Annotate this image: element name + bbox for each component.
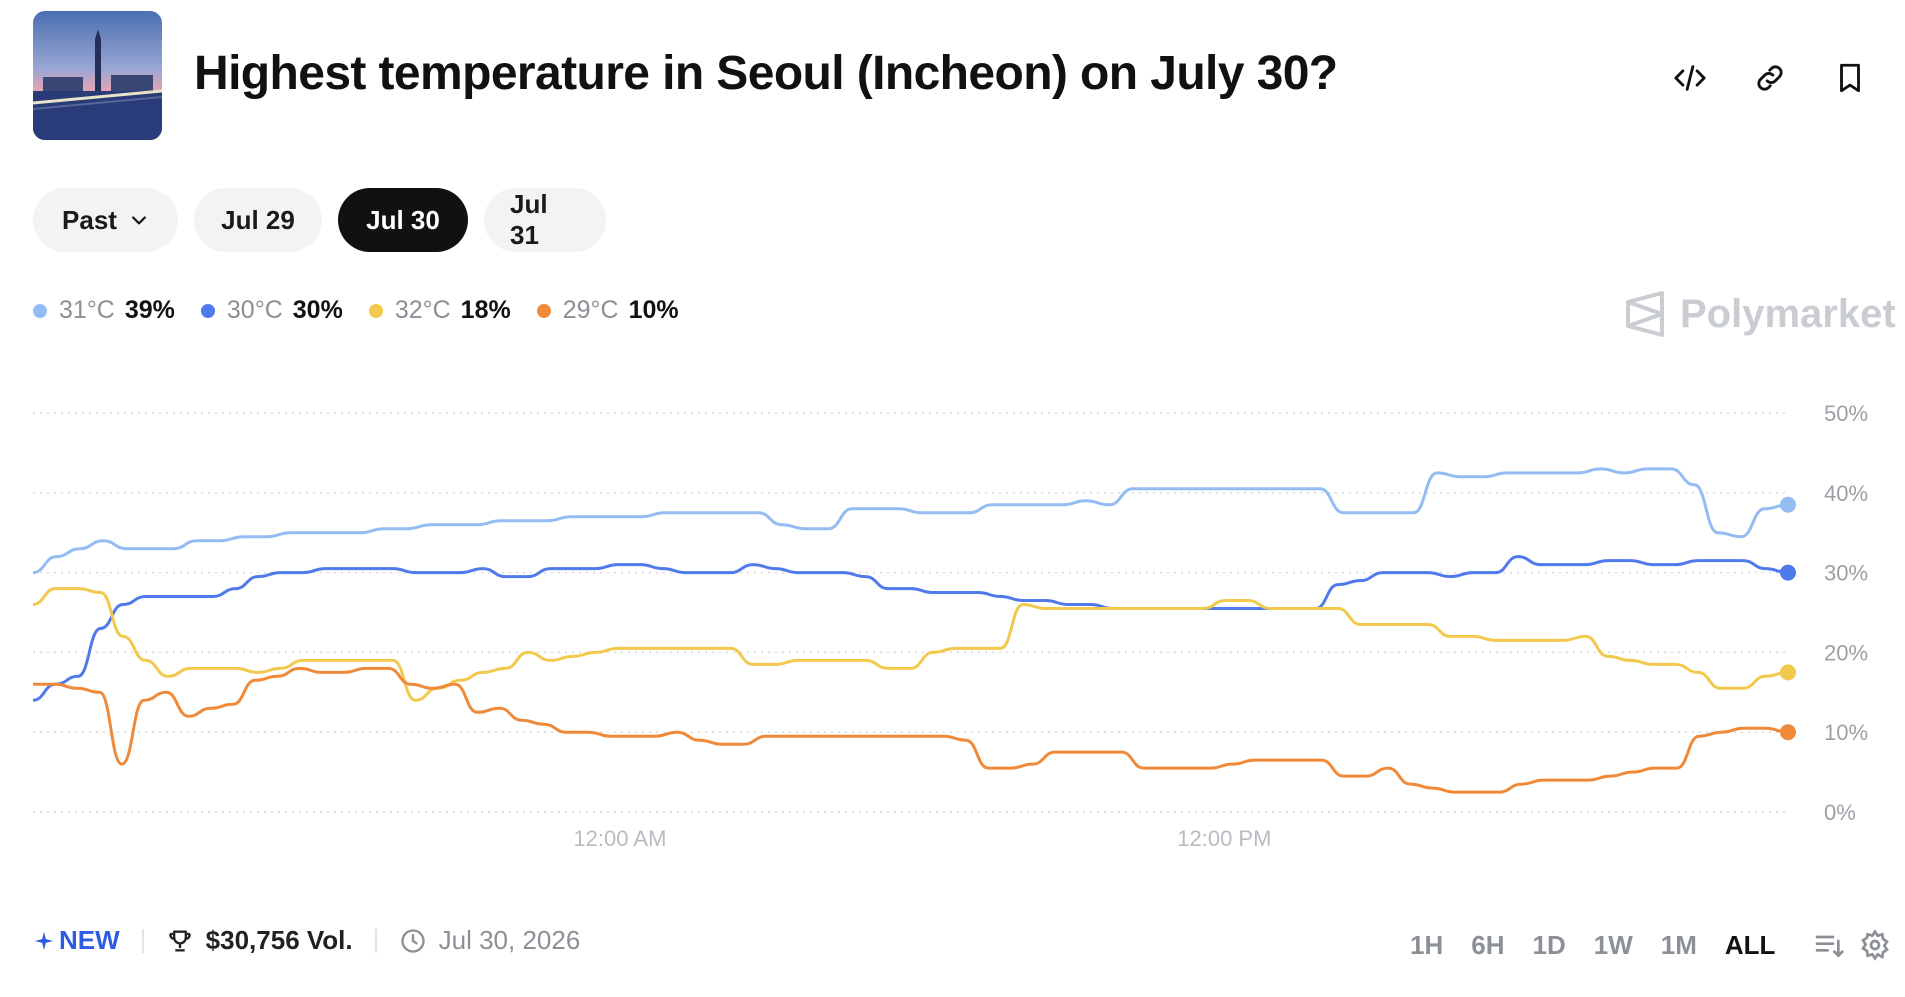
legend-label: 29°C bbox=[562, 296, 619, 324]
y-tick-label: 20% bbox=[1824, 640, 1868, 665]
tab-jul-29[interactable]: Jul 29 bbox=[194, 188, 322, 252]
chart-series bbox=[32, 467, 1796, 794]
legend-dot bbox=[33, 303, 47, 318]
range-6h[interactable]: 6H bbox=[1471, 929, 1505, 960]
range-all[interactable]: ALL bbox=[1724, 929, 1776, 960]
range-1m[interactable]: 1M bbox=[1660, 929, 1697, 960]
legend-dot bbox=[368, 303, 383, 318]
legend-label: 32°C bbox=[394, 296, 451, 324]
bookmark-icon[interactable] bbox=[1827, 55, 1873, 101]
polymarket-logo-icon bbox=[1626, 291, 1664, 337]
series-line bbox=[32, 555, 1789, 702]
series-endpoint bbox=[1780, 664, 1796, 681]
clock-icon bbox=[400, 928, 425, 953]
price-chart: 0% 10% 20% 30% 40% 50% 12:00 AM 12:00 PM bbox=[0, 380, 1905, 865]
range-1w[interactable]: 1W bbox=[1593, 929, 1633, 960]
x-tick-label: 12:00 PM bbox=[1177, 826, 1271, 851]
range-1h[interactable]: 1H bbox=[1410, 929, 1444, 960]
polymarket-logo: Polymarket bbox=[1624, 290, 1896, 338]
y-tick-label: 30% bbox=[1824, 561, 1868, 586]
legend-dot bbox=[200, 303, 215, 318]
y-tick-label: 50% bbox=[1824, 401, 1868, 426]
series-endpoint bbox=[1780, 564, 1796, 581]
end-date: Jul 30, 2026 bbox=[399, 925, 581, 956]
divider bbox=[141, 928, 144, 953]
legend-value: 10% bbox=[628, 296, 679, 324]
gear-icon[interactable] bbox=[1855, 925, 1895, 965]
sparkle-icon bbox=[34, 931, 54, 950]
chart-grid bbox=[33, 412, 1785, 813]
legend-item: 30°C 30% bbox=[200, 296, 343, 325]
range-1d[interactable]: 1D bbox=[1532, 929, 1566, 960]
legend-item: 29°C 10% bbox=[536, 296, 679, 325]
tab-past-dropdown[interactable]: Past bbox=[33, 188, 178, 252]
legend-label: 30°C bbox=[226, 296, 283, 324]
legend-value: 18% bbox=[460, 296, 511, 324]
chart-legend: 31°C 39% 30°C 30% 32°C 18% 29°C 10% bbox=[33, 296, 705, 325]
trophy-icon bbox=[168, 930, 191, 951]
page-title: Highest temperature in Seoul (Incheon) o… bbox=[194, 47, 1338, 100]
time-range-selector: 1H 6H 1D 1W 1M ALL bbox=[1410, 925, 1895, 965]
tab-label: Past bbox=[62, 204, 117, 235]
chevron-down-icon bbox=[129, 210, 149, 230]
brand-name: Polymarket bbox=[1680, 291, 1896, 336]
x-tick-label: 12:00 AM bbox=[573, 826, 666, 851]
legend-item: 32°C 18% bbox=[368, 296, 511, 325]
series-endpoint bbox=[1780, 496, 1796, 513]
line-chart: 0% 10% 20% 30% 40% 50% 12:00 AM 12:00 PM bbox=[32, 401, 1868, 851]
x-axis-ticks: 12:00 AM 12:00 PM bbox=[573, 826, 1271, 851]
legend-value: 30% bbox=[292, 296, 343, 324]
end-date-text: Jul 30, 2026 bbox=[438, 925, 581, 955]
y-tick-label: 0% bbox=[1824, 800, 1856, 825]
divider bbox=[374, 928, 377, 953]
link-icon[interactable] bbox=[1747, 55, 1793, 101]
tab-jul-30[interactable]: Jul 30 bbox=[338, 188, 468, 252]
legend-item: 31°C 39% bbox=[33, 296, 175, 325]
legend-value: 39% bbox=[124, 296, 175, 324]
series-line bbox=[32, 587, 1789, 702]
filter-list-icon[interactable] bbox=[1809, 925, 1849, 965]
y-tick-label: 40% bbox=[1824, 481, 1868, 506]
volume-text: $30,756 Vol. bbox=[205, 925, 353, 955]
volume: $30,756 Vol. bbox=[166, 925, 353, 956]
legend-dot bbox=[536, 303, 551, 318]
new-badge: NEW bbox=[33, 925, 120, 956]
tab-jul-31[interactable]: Jul 31 bbox=[484, 188, 606, 252]
series-line bbox=[32, 467, 1789, 575]
market-thumbnail bbox=[33, 11, 162, 140]
series-line bbox=[32, 666, 1789, 794]
market-footer: NEW $30,756 Vol. Jul 30, 2026 bbox=[33, 925, 580, 956]
y-axis-ticks: 0% 10% 20% 30% 40% 50% bbox=[1824, 401, 1868, 825]
series-endpoint bbox=[1780, 724, 1796, 741]
legend-label: 31°C bbox=[59, 296, 115, 324]
embed-code-icon[interactable] bbox=[1667, 55, 1713, 101]
date-tabs: Past Jul 29 Jul 30 Jul 31 bbox=[33, 188, 606, 252]
new-label: NEW bbox=[59, 925, 120, 955]
y-tick-label: 10% bbox=[1824, 720, 1868, 745]
